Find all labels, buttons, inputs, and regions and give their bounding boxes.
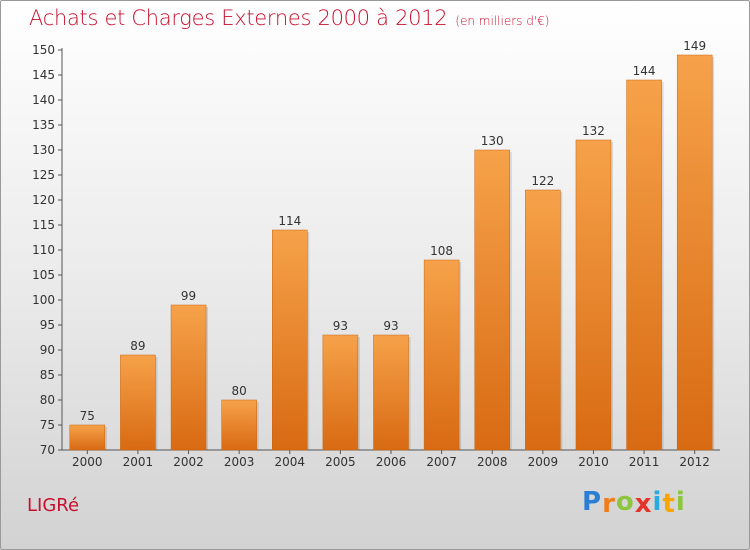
commune-name: LIGRé xyxy=(27,495,80,516)
logo-letter: i xyxy=(675,487,686,517)
y-tick-label: 75 xyxy=(40,418,55,432)
x-tick-label: 2008 xyxy=(477,455,508,469)
data-label-2004: 114 xyxy=(278,214,301,228)
logo-letter: o xyxy=(615,487,635,517)
data-label-2008: 130 xyxy=(481,134,504,148)
x-tick-label: 2006 xyxy=(376,455,407,469)
y-tick-label: 135 xyxy=(32,118,55,132)
x-tick-label: 2000 xyxy=(72,455,103,469)
bar-2010 xyxy=(575,139,612,451)
x-tick-label: 2010 xyxy=(578,455,609,469)
bar-2009 xyxy=(525,189,561,451)
bar-2001 xyxy=(120,354,156,451)
data-label-2011: 144 xyxy=(633,64,656,78)
data-label-2006: 93 xyxy=(383,319,398,333)
proxiti-logo: Proxiti xyxy=(582,487,686,519)
logo-letter: x xyxy=(634,489,653,519)
y-tick-label: 70 xyxy=(40,443,55,457)
data-label-2010: 132 xyxy=(582,124,605,138)
bar-2005 xyxy=(322,334,359,451)
bar-2011 xyxy=(626,79,662,451)
data-label-2000: 75 xyxy=(80,409,95,423)
x-tick-label: 2003 xyxy=(224,455,255,469)
data-label-2012: 149 xyxy=(683,39,706,53)
logo-letter: r xyxy=(602,489,616,519)
y-tick-label: 115 xyxy=(32,218,55,232)
y-tick-label: 130 xyxy=(32,143,55,157)
x-tick-label: 2004 xyxy=(274,455,305,469)
x-tick-label: 2007 xyxy=(426,455,457,469)
bar-2006 xyxy=(373,334,409,451)
chart-data-labels: 75 89 99 80 114 93 93 108 130 122 132 144 149 xyxy=(80,39,706,423)
y-tick-label: 85 xyxy=(40,368,55,382)
chart-bars xyxy=(69,54,715,451)
y-tick-label: 140 xyxy=(32,93,55,107)
x-tick-label: 2005 xyxy=(325,455,356,469)
bar-2012 xyxy=(676,54,713,451)
bar-2008 xyxy=(474,149,510,451)
data-label-2003: 80 xyxy=(232,384,247,398)
y-tick-label: 120 xyxy=(32,193,55,207)
y-tick-label: 80 xyxy=(40,393,55,407)
y-tick-label: 125 xyxy=(32,168,55,182)
x-tick-label: 2009 xyxy=(528,455,559,469)
bar-2007 xyxy=(423,259,460,451)
logo-letter: P xyxy=(582,487,603,517)
data-label-2005: 93 xyxy=(333,319,348,333)
chart-title-text: Achats et Charges Externes 2000 à 2012 xyxy=(29,6,448,30)
bar-2000 xyxy=(69,424,106,451)
data-label-2002: 99 xyxy=(181,289,196,303)
bar-2004 xyxy=(272,229,308,451)
chart-title: Achats et Charges Externes 2000 à 2012 (e… xyxy=(29,6,549,30)
chart-subtitle: (en milliers d'€) xyxy=(455,14,550,28)
data-label-2007: 108 xyxy=(430,244,453,258)
y-tick-label: 150 xyxy=(32,43,55,57)
data-label-2009: 122 xyxy=(531,174,554,188)
x-tick-label: 2001 xyxy=(123,455,154,469)
x-tick-label: 2012 xyxy=(679,455,710,469)
x-tick-label: 2011 xyxy=(629,455,660,469)
y-tick-label: 110 xyxy=(32,243,55,257)
logo-letter: i xyxy=(652,487,663,517)
y-tick-label: 105 xyxy=(32,268,55,282)
logo-letter: t xyxy=(662,489,676,519)
y-tick-label: 100 xyxy=(32,293,55,307)
x-tick-label: 2002 xyxy=(173,455,204,469)
y-tick-label: 90 xyxy=(40,343,55,357)
bar-2002 xyxy=(170,304,207,451)
data-label-2001: 89 xyxy=(130,339,145,353)
y-tick-label: 95 xyxy=(40,318,55,332)
bar-2003 xyxy=(221,399,257,451)
y-tick-label: 145 xyxy=(32,68,55,82)
